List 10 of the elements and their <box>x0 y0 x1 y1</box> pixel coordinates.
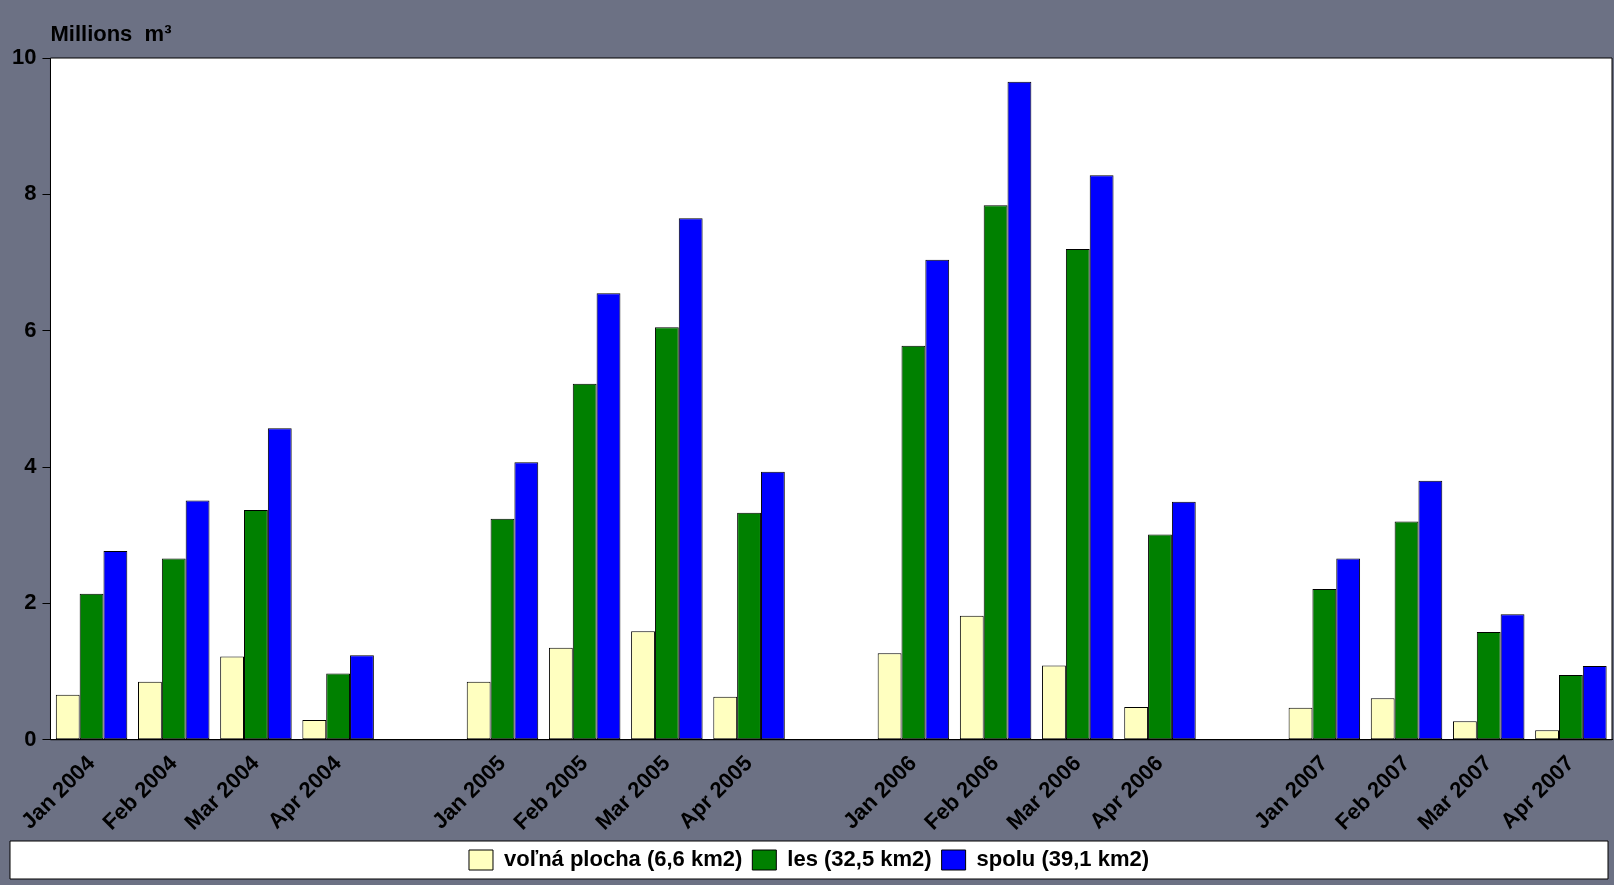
legend-label: spolu (39,1 km2) <box>976 846 1150 872</box>
legend-label: les (32,5 km2) <box>787 846 932 872</box>
y-tick-label: 4 <box>24 453 38 479</box>
y-tick-label: 2 <box>24 589 37 615</box>
y-tick-label: 8 <box>24 180 37 206</box>
y-tick-label: 0 <box>24 725 37 751</box>
legend-label: voľná plocha (6,6 km2) <box>503 846 743 872</box>
y-axis-title: Millions m³ <box>50 21 172 47</box>
y-tick-label: 10 <box>11 44 37 70</box>
y-tick-label: 6 <box>24 316 37 342</box>
